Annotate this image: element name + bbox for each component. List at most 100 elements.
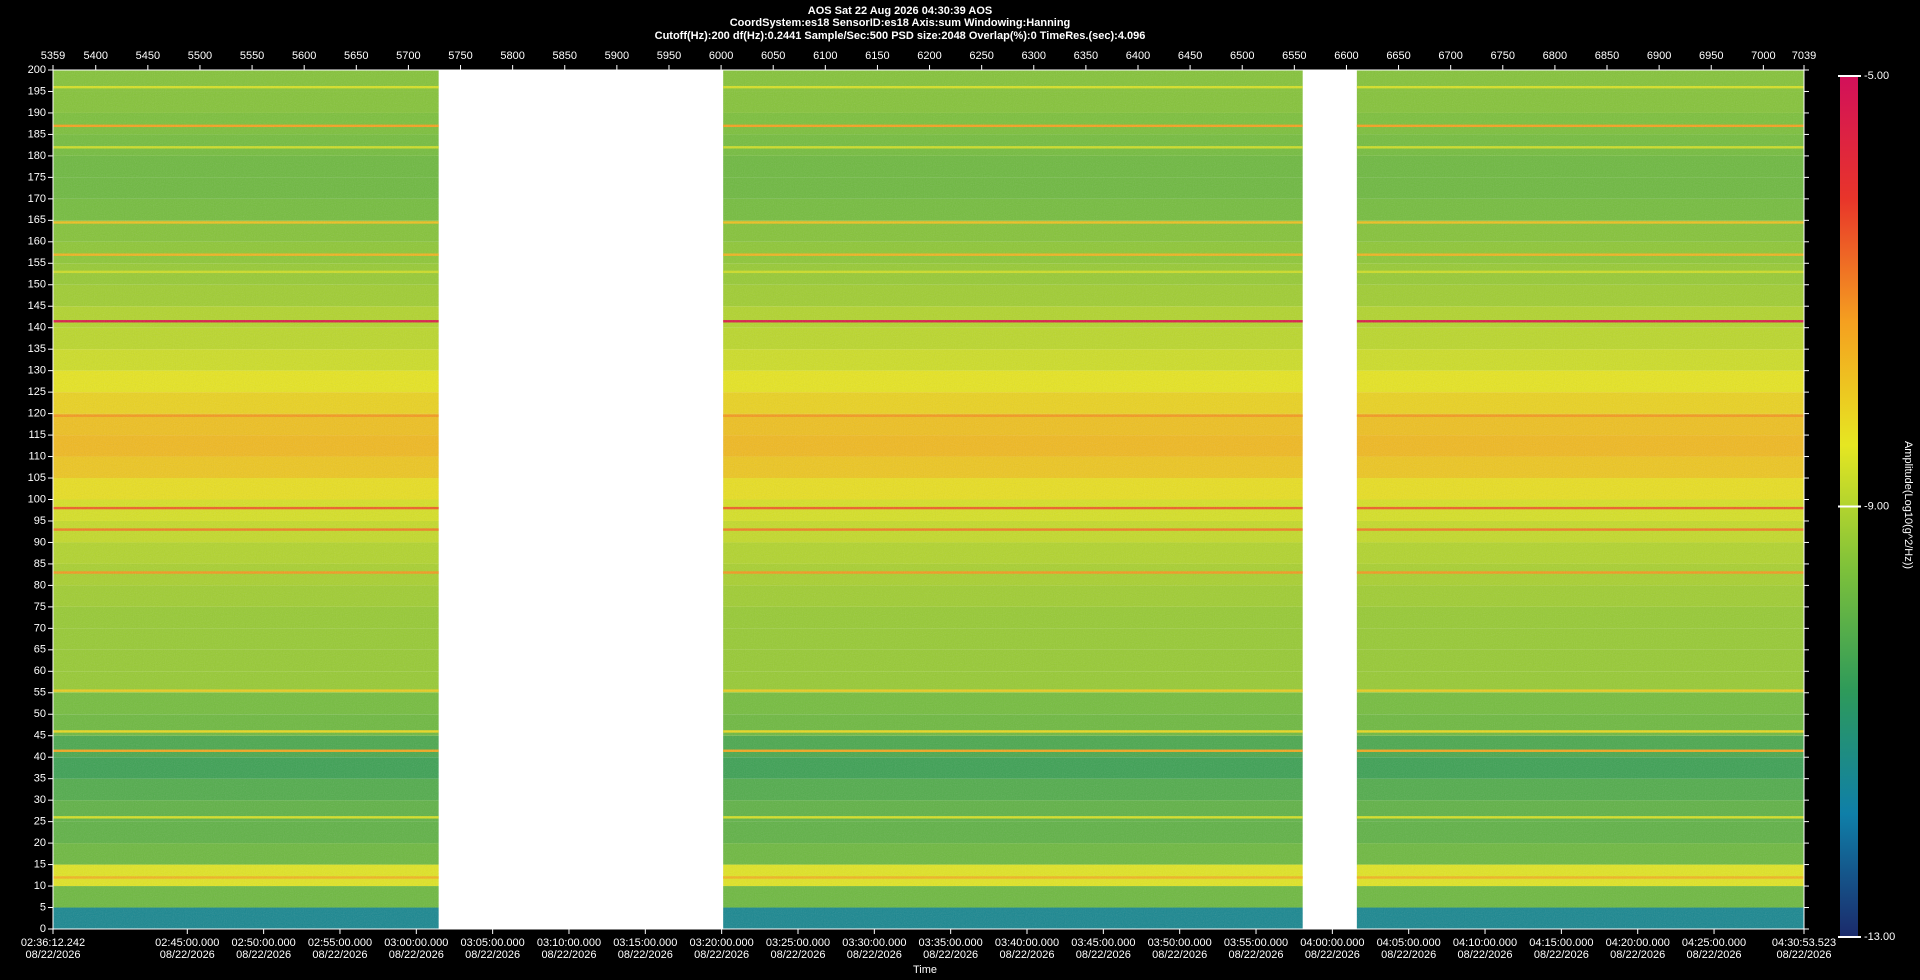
texture: [1356, 70, 1804, 929]
x-tick-label: 5650: [344, 50, 368, 62]
date-tick-label: 08/22/2026: [312, 949, 367, 961]
x-tick-label: 6400: [1126, 50, 1150, 62]
texture: [723, 70, 1303, 929]
time-tick-label: 04:15:00.000: [1529, 937, 1593, 949]
time-tick-label: 03:20:00.000: [690, 937, 754, 949]
x-tick-label: 6100: [813, 50, 837, 62]
date-tick-label: 08/22/2026: [1152, 949, 1207, 961]
time-tick-label: 03:10:00.000: [537, 937, 601, 949]
time-tick-label: 03:45:00.000: [1071, 937, 1135, 949]
date-tick-label: 08/22/2026: [236, 949, 291, 961]
y-tick-label: 55: [34, 687, 46, 699]
y-tick-label: 75: [34, 601, 46, 613]
y-tick-label: 30: [34, 794, 46, 806]
x-tick-label: 6450: [1178, 50, 1202, 62]
y-tick-label: 120: [28, 408, 46, 420]
colorbar-tick-label: -9.00: [1864, 500, 1889, 512]
date-tick-label: 08/22/2026: [1305, 949, 1360, 961]
chart-title: AOS Sat 22 Aug 2026 04:30:39 AOS: [808, 5, 992, 17]
time-tick-label: 03:40:00.000: [995, 937, 1059, 949]
y-tick-label: 5: [40, 901, 46, 913]
time-tick-label: 03:15:00.000: [613, 937, 677, 949]
y-tick-label: 50: [34, 708, 46, 720]
date-tick-label: 08/22/2026: [1228, 949, 1283, 961]
y-tick-label: 110: [28, 450, 46, 462]
x-tick-label: 7000: [1751, 50, 1775, 62]
y-tick-label: 155: [28, 257, 46, 269]
x-tick-label: 6150: [865, 50, 889, 62]
x-tick-label: 6550: [1282, 50, 1306, 62]
date-tick-label: 08/22/2026: [465, 949, 520, 961]
y-tick-label: 200: [28, 64, 46, 76]
settings-line: Cutoff(Hz):200 df(Hz):0.2441 Sample/Sec:…: [655, 30, 1146, 42]
time-tick-label: 04:10:00.000: [1453, 937, 1517, 949]
date-tick-label: 08/22/2026: [770, 949, 825, 961]
time-tick-label: 02:50:00.000: [232, 937, 296, 949]
y-tick-label: 105: [28, 472, 46, 484]
time-tick-label: 04:25:00.000: [1682, 937, 1746, 949]
time-tick-label: 03:05:00.000: [461, 937, 525, 949]
time-tick-label: 04:00:00.000: [1300, 937, 1364, 949]
y-tick-label: 40: [34, 751, 46, 763]
date-tick-label: 08/22/2026: [1776, 949, 1831, 961]
date-tick-label: 08/22/2026: [1457, 949, 1512, 961]
x-tick-label: 5700: [396, 50, 420, 62]
date-tick-label: 08/22/2026: [1534, 949, 1589, 961]
colorbar-tick-label: -13.00: [1864, 931, 1895, 943]
colorbar-tick-label: -5.00: [1864, 70, 1889, 82]
date-tick-label: 08/22/2026: [999, 949, 1054, 961]
y-tick-label: 145: [28, 300, 46, 312]
time-tick-label: 02:55:00.000: [308, 937, 372, 949]
y-tick-label: 190: [28, 107, 46, 119]
chart-subtitle: CoordSystem:es18 SensorID:es18 Axis:sum …: [730, 17, 1071, 29]
x-tick-label: 6600: [1334, 50, 1358, 62]
y-tick-label: 60: [34, 665, 46, 677]
y-tick-label: 15: [34, 858, 46, 870]
x-tick-label: 6750: [1491, 50, 1515, 62]
date-tick-label: 08/22/2026: [1610, 949, 1665, 961]
date-tick-label: 08/22/2026: [923, 949, 978, 961]
date-tick-label: 08/22/2026: [847, 949, 902, 961]
y-tick-label: 45: [34, 730, 46, 742]
x-tick-label: 6900: [1647, 50, 1671, 62]
time-tick-label: 03:55:00.000: [1224, 937, 1288, 949]
date-tick-label: 08/22/2026: [1076, 949, 1131, 961]
colorbar-label: Amplitude(Log10(g^2/Hz)): [1902, 441, 1914, 569]
x-tick-label: 6050: [761, 50, 785, 62]
y-tick-label: 90: [34, 536, 46, 548]
y-tick-label: 85: [34, 558, 46, 570]
time-tick-label: 02:36:12.242: [21, 937, 85, 949]
y-tick-label: 165: [28, 214, 46, 226]
time-tick-label: 03:25:00.000: [766, 937, 830, 949]
x-tick-label: 5450: [136, 50, 160, 62]
date-tick-label: 08/22/2026: [160, 949, 215, 961]
texture: [53, 70, 439, 929]
y-tick-label: 185: [28, 128, 46, 140]
x-tick-label: 6650: [1386, 50, 1410, 62]
x-tick-label: 6950: [1699, 50, 1723, 62]
y-tick-label: 20: [34, 837, 46, 849]
time-tick-label: 03:35:00.000: [919, 937, 983, 949]
x-tick-label: 5500: [188, 50, 212, 62]
y-tick-label: 140: [28, 322, 46, 334]
date-tick-label: 08/22/2026: [389, 949, 444, 961]
x-tick-label: 6850: [1595, 50, 1619, 62]
plot-frame: [52, 69, 1805, 930]
y-tick-label: 10: [34, 880, 46, 892]
x-tick-label: 6000: [709, 50, 733, 62]
time-tick-label: 02:45:00.000: [155, 937, 219, 949]
y-tick-label: 170: [28, 193, 46, 205]
x-tick-label: 6300: [1022, 50, 1046, 62]
x-tick-label: 7039: [1792, 50, 1816, 62]
x-tick-label: 5400: [83, 50, 107, 62]
y-tick-label: 160: [28, 236, 46, 248]
y-tick-label: 125: [28, 386, 46, 398]
time-tick-label: 04:20:00.000: [1606, 937, 1670, 949]
y-tick-label: 65: [34, 644, 46, 656]
date-tick-label: 08/22/2026: [541, 949, 596, 961]
y-tick-label: 180: [28, 150, 46, 162]
x-axis-label: Time: [913, 964, 937, 976]
y-tick-label: 195: [28, 85, 46, 97]
